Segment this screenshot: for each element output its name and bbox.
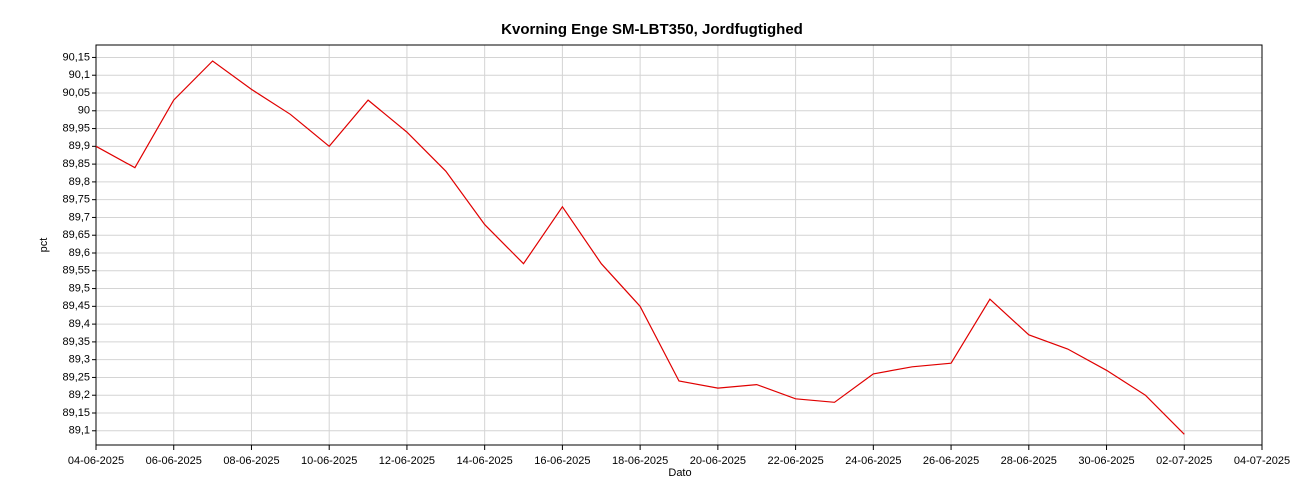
x-tick-label: 04-07-2025 <box>1234 455 1290 467</box>
x-tick-label: 02-07-2025 <box>1156 455 1212 467</box>
y-tick-label: 89,75 <box>62 194 90 206</box>
y-tick-label: 90,15 <box>62 51 90 63</box>
y-tick-label: 89,65 <box>62 229 90 241</box>
y-tick-label: 89,85 <box>62 158 90 170</box>
x-tick-label: 12-06-2025 <box>379 455 435 467</box>
y-tick-label: 89,3 <box>69 354 90 366</box>
x-tick-label: 04-06-2025 <box>68 455 124 467</box>
y-tick-label: 89,9 <box>69 140 90 152</box>
x-tick-label: 30-06-2025 <box>1078 455 1134 467</box>
y-tick-label: 90,05 <box>62 87 90 99</box>
x-axis-label: Dato <box>668 467 691 479</box>
y-tick-label: 89,15 <box>62 407 90 419</box>
x-tick-label: 26-06-2025 <box>923 455 979 467</box>
plot-border <box>95 44 1263 446</box>
y-tick-label: 89,6 <box>69 247 90 259</box>
y-tick-label: 89,55 <box>62 265 90 277</box>
x-tick-label: 08-06-2025 <box>223 455 279 467</box>
x-tick-label: 28-06-2025 <box>1001 455 1057 467</box>
chart-title: Kvorning Enge SM-LBT350, Jordfugtighed <box>501 21 803 38</box>
x-tick-label: 24-06-2025 <box>845 455 901 467</box>
x-tick-label: 16-06-2025 <box>534 455 590 467</box>
plot-area <box>96 45 1262 445</box>
y-tick-label: 89,8 <box>69 176 90 188</box>
y-tick-label: 89,1 <box>69 425 90 437</box>
y-tick-label: 89,4 <box>69 318 90 330</box>
x-tick-label: 18-06-2025 <box>612 455 668 467</box>
y-tick-label: 89,25 <box>62 371 90 383</box>
x-tick-label: 06-06-2025 <box>146 455 202 467</box>
x-tick-label: 22-06-2025 <box>767 455 823 467</box>
y-axis-label: pct <box>38 238 50 253</box>
y-tick-label: 89,95 <box>62 122 90 134</box>
y-tick-label: 89,7 <box>69 211 90 223</box>
y-tick-label: 90 <box>78 105 90 117</box>
y-tick-label: 89,45 <box>62 300 90 312</box>
y-tick-label: 89,2 <box>69 389 90 401</box>
y-tick-label: 90,1 <box>69 69 90 81</box>
y-tick-label: 89,5 <box>69 282 90 294</box>
data-line <box>95 60 1185 435</box>
y-tick-label: 89,35 <box>62 336 90 348</box>
x-tick-label: 14-06-2025 <box>457 455 513 467</box>
x-tick-label: 10-06-2025 <box>301 455 357 467</box>
x-tick-label: 20-06-2025 <box>690 455 746 467</box>
